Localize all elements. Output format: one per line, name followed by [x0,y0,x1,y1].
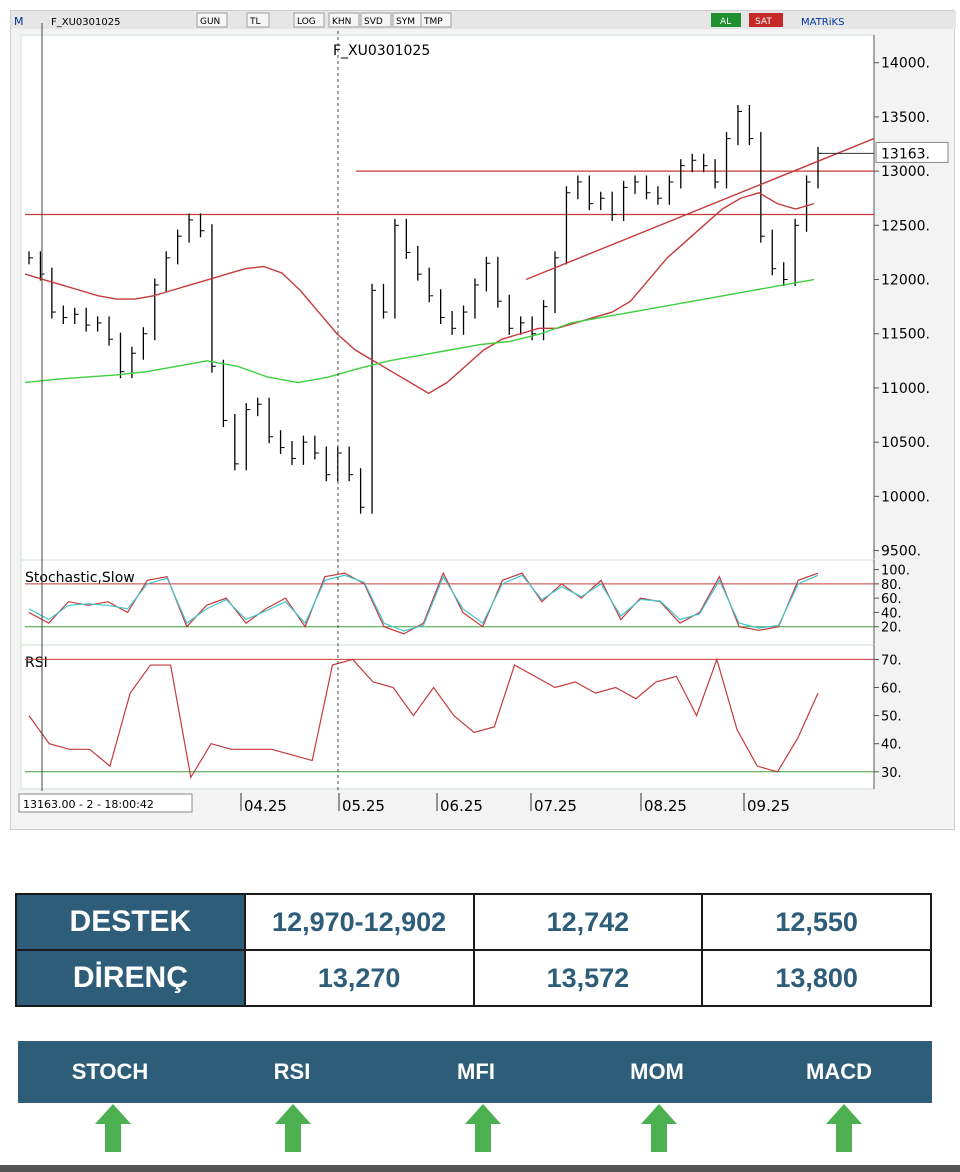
toolbar-symbol: F_XU0301025 [51,17,120,28]
chart-frame: M F_XU0301025 GUN TL LOG KHN SVD SYM TMP AL SAT MAT… [10,10,956,830]
toolbar-button-gun [196,12,228,28]
toolbar-button-log [293,12,325,28]
indicator-label-mom: MOM [630,1059,684,1084]
resistance-label: DİRENÇ [15,949,246,1007]
al-button [711,13,741,27]
x-tick-label: 06.25 [440,797,483,815]
y-tick-label: 40. [881,606,902,621]
y-tick-label: 80. [881,578,902,593]
sat-button [749,13,783,27]
stochastic-line-1 [28,574,819,632]
status-readout: 13163.00 - 2 - 18:00:42 [23,798,154,811]
last-price-box [875,141,949,163]
pane-bg-1 [20,559,875,648]
y-tick-label: 20. [881,621,902,636]
y-tick-label: 30. [881,766,902,781]
sat-label: SAT [755,17,772,27]
x-tick-label: 05.25 [342,797,385,815]
y-tick-label: 100. [881,564,910,579]
macd-up-arrow-icon [826,1104,862,1152]
resistance-level-2: 13,572 [472,949,704,1007]
x-tick-label: 08.25 [644,797,687,815]
toolbar-button-tl [246,12,270,28]
toolbar-button-tmp [420,12,452,28]
y-tick-label: 14000. [881,56,930,72]
y-tick-label: 60. [881,592,902,607]
indicator-label-mfi: MFI [457,1059,495,1084]
x-tick-label: 09.25 [747,797,790,815]
y-tick-label: 70. [881,653,902,668]
support-resistance-table: DESTEK 12,970-12,902 12,742 12,550 DİREN… [15,893,932,1007]
y-tick-label: 13000. [881,164,930,180]
last-price-label: 13163. [881,146,930,162]
y-tick-label: 12500. [881,218,930,234]
indicator-label-stoch: STOCH [71,1059,149,1084]
toolbar-button-khn [328,12,360,28]
status-readout-box [18,793,193,813]
toolbar-button-label: SVD [364,17,383,27]
stoch-up-arrow-icon [95,1104,131,1152]
support-level-1: 12,970-12,902 [243,893,475,951]
brand-label: MATRiKS [801,17,844,28]
resistance-level-3: 13,800 [701,949,932,1007]
toolbar-button-label: SYM [396,17,415,27]
stochastic-line-0 [28,571,819,635]
rsi-title: RSI [25,655,48,671]
stochastic-title: Stochastic,Slow [25,570,135,586]
y-tick-label: 50. [881,710,902,725]
toolbar-button-label: GUN [200,17,220,27]
indicator-label-rsi: RSI [273,1059,311,1084]
pane-bg-0 [20,34,875,563]
x-tick-label: 07.25 [534,797,577,815]
price-overlay-line-2 [525,137,875,281]
support-row: DESTEK 12,970-12,902 12,742 12,550 [15,893,932,951]
mom-up-arrow-icon [641,1104,677,1152]
price-overlay-line-0 [24,192,815,395]
y-tick-label: 11500. [881,327,930,343]
price-overlay-line-1 [24,278,815,384]
rsi-line-0 [28,657,819,780]
rsi-up-arrow-icon [275,1104,311,1152]
indicator-label-macd: MACD [806,1059,872,1084]
x-tick-label: 04.25 [244,797,287,815]
resistance-level-1: 13,270 [243,949,475,1007]
y-tick-label: 12000. [881,273,930,289]
toolbar-button-label: LOG [297,17,316,27]
support-level-3: 12,550 [701,893,932,951]
y-tick-label: 40. [881,738,902,753]
bottom-divider [0,1165,960,1172]
price-chart-title: F_XU0301025 [333,43,430,59]
y-tick-label: 9500. [881,544,921,560]
y-tick-label: 60. [881,682,902,697]
mfi-up-arrow-icon [465,1104,501,1152]
y-tick-label: 13500. [881,110,930,126]
indicator-bar: STOCH RSI MFI MOM MACD [18,1041,932,1103]
y-tick-label: 10000. [881,489,930,505]
toolbar-button-label: TL [249,17,261,27]
resistance-row: DİRENÇ 13,270 13,572 13,800 [15,949,932,1007]
support-level-2: 12,742 [472,893,704,951]
toolbar-button-label: KHN [332,17,351,27]
menu-letter: M [14,15,24,28]
al-label: AL [720,17,731,27]
y-tick-label: 11000. [881,381,930,397]
toolbar-button-label: TMP [423,17,443,27]
pane-bg-2 [20,644,875,790]
toolbar-button-svd [360,12,392,28]
support-label: DESTEK [15,893,246,951]
chart-svg: M F_XU0301025 GUN TL LOG KHN SVD SYM TMP AL SAT MAT… [11,11,956,815]
y-tick-label: 10500. [881,435,930,451]
